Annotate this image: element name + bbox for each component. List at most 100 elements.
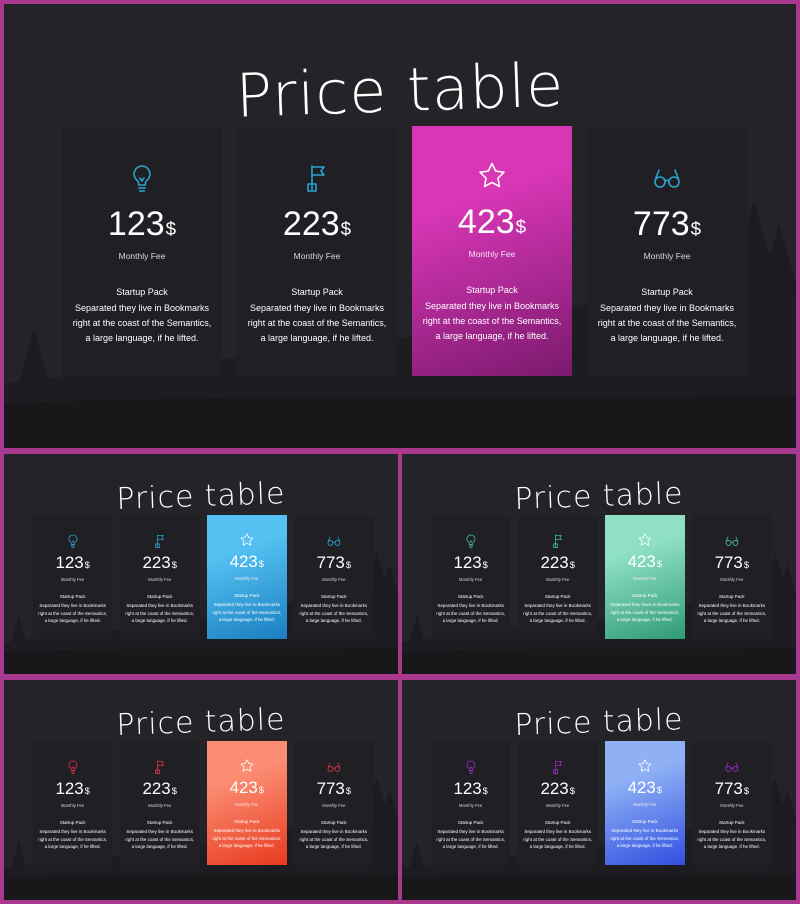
pack-description: Separated they live in Bookmarks right a… [299,603,369,624]
fee-label: Monthly Fee [293,251,341,261]
pack-name: Startup Pack [544,594,571,600]
pack-name: Startup Pack [719,594,745,600]
fee-label: Monthly Fee [633,802,657,808]
fee-label: Monthly Fee [322,577,346,583]
pack-name: Startup Pack [291,287,343,297]
price-card[interactable]: 773$ Monthly Fee Startup Pack Separated the… [692,515,772,640]
slide-orange: Price table 123$ Monthly Fee Startup Pack Se… [4,680,398,900]
pack-name: Startup Pack [544,820,571,826]
price-card[interactable]: 123$ Monthly Fee Startup Pack Separated the… [32,515,113,640]
price-amount: 223 [540,779,569,799]
price-amount: 223 [142,779,171,799]
star-icon [476,160,508,192]
price-amount: 773 [714,553,743,573]
pack-name: Startup Pack [719,820,745,826]
pack-name: Startup Pack [233,593,260,599]
price-amount: 123 [453,553,482,573]
pack-description: Separated they live in Bookmarks right a… [299,829,369,850]
currency-symbol: $ [171,560,177,571]
star-icon [637,532,653,548]
price-card[interactable]: 223$ Monthly Fee Startup Pack Separated the… [517,741,598,866]
price-card[interactable]: 223$ Monthly Fee Startup Pack Separated the… [237,128,397,376]
currency-symbol: $ [84,560,90,571]
price-card[interactable]: 123$ Monthly Fee Startup Pack Separated the… [32,741,113,866]
fee-label: Monthly Fee [720,577,744,583]
lightbulb-icon [65,759,81,775]
slide-blue: Price table 123$ Monthly Fee Startup Pack Se… [4,454,398,674]
pack-description: Separated they live in Bookmarks right a… [523,829,593,850]
fee-label: Monthly Fee [720,803,744,809]
slide-magenta: Price table 123$ Monthly Fee Startup Pack Se… [4,4,796,448]
pack-description: Separated they live in Bookmarks right a… [697,603,767,624]
price-amount: 223 [540,553,569,573]
pack-name: Startup Pack [233,819,260,825]
price-card-featured[interactable]: 423$ Monthly Fee Startup Pack Separated the… [206,514,287,640]
pack-name: Startup Pack [59,820,86,826]
price-card[interactable]: 223$ Monthly Fee Startup Pack Separated the… [517,515,598,640]
pack-description: Separated they live in Bookmarks right a… [72,303,212,343]
price-amount: 423 [627,778,656,798]
price-card[interactable]: 773$ Monthly Fee Startup Pack Separated the… [294,741,374,866]
price-card-featured[interactable]: 423$ Monthly Fee Startup Pack Separated the… [604,514,685,640]
currency-symbol: $ [690,218,702,239]
fee-label: Monthly Fee [459,803,483,809]
price-card[interactable]: 773$ Monthly Fee Startup Pack Separated the… [587,128,747,376]
fee-label: Monthly Fee [235,576,259,582]
pack-description: Separated they live in Bookmarks right a… [436,829,506,850]
price-card-featured[interactable]: 423$ Monthly Fee Startup Pack Separated the… [604,740,685,866]
flag-icon [550,759,566,775]
price-amount: 423 [457,203,515,241]
glasses-icon [724,759,740,775]
currency-symbol: $ [345,560,352,571]
price-card[interactable]: 773$ Monthly Fee Startup Pack Separated the… [294,515,374,640]
price-card[interactable]: 223$ Monthly Fee Startup Pack Separated the… [119,741,200,866]
price-value: 423$ [412,202,572,247]
price-value: 223$ [518,553,598,576]
price-card[interactable]: 223$ Monthly Fee Startup Pack Separated the… [119,515,200,640]
currency-symbol: $ [569,786,575,797]
currency-symbol: $ [569,560,575,571]
slide-green: Price table 123$ Monthly Fee Startup Pack Se… [402,454,796,674]
pack-description: Separated they live in Bookmarks right a… [697,829,767,850]
price-amount: 123 [55,779,84,799]
currency-symbol: $ [340,218,352,239]
pack-description: Separated they have in Bookmarks right a… [609,602,680,623]
pack-name: Startup Pack [457,820,484,826]
currency-symbol: $ [743,560,750,571]
price-value: 773$ [294,779,374,802]
flag-icon [301,162,333,194]
price-amount: 423 [627,552,656,572]
currency-symbol: $ [258,559,264,570]
lightbulb-icon [126,162,158,194]
fee-label: Monthly Fee [546,803,570,809]
lightbulb-icon [463,759,479,775]
currency-symbol: $ [515,216,527,237]
flag-icon [152,533,168,549]
price-card[interactable]: 123$ Monthly Fee Startup Pack Separated the… [62,128,222,376]
pack-description: Separated they live in Bookmarks right a… [247,303,387,343]
price-value: 773$ [692,779,772,802]
pack-description: Separated they live in Bookmarks right a… [212,828,282,849]
price-value: 123$ [431,779,511,802]
pack-description: Separated they live in Bookmarks right a… [610,828,680,849]
fee-label: Monthly Fee [643,251,691,261]
lightbulb-icon [463,533,479,549]
price-card[interactable]: 123$ Monthly Fee Startup Pack Separated the… [430,741,511,866]
star-icon [239,532,255,548]
lightbulb-icon [65,533,81,549]
currency-symbol: $ [171,786,177,797]
fee-label: Monthly Fee [546,577,570,583]
currency-symbol: $ [743,786,750,797]
price-amount: 423 [229,552,258,572]
pack-description: Separated they live in Bookmarks right a… [597,303,737,343]
price-card[interactable]: 773$ Monthly Fee Startup Pack Separated the… [692,741,772,866]
fee-label: Monthly Fee [235,802,259,808]
price-amount: 223 [142,553,171,573]
price-value: 423$ [605,552,685,575]
price-value: 123$ [431,553,511,576]
price-amount: 773 [316,779,345,799]
price-amount: 773 [632,205,690,243]
price-card[interactable]: 123$ Monthly Fee Startup Pack Separated the… [430,515,511,640]
price-card-featured[interactable]: 423$ Monthly Fee Startup Pack Separated the… [412,126,572,376]
price-card-featured[interactable]: 423$ Monthly Fee Startup Pack Separated the… [206,740,287,866]
